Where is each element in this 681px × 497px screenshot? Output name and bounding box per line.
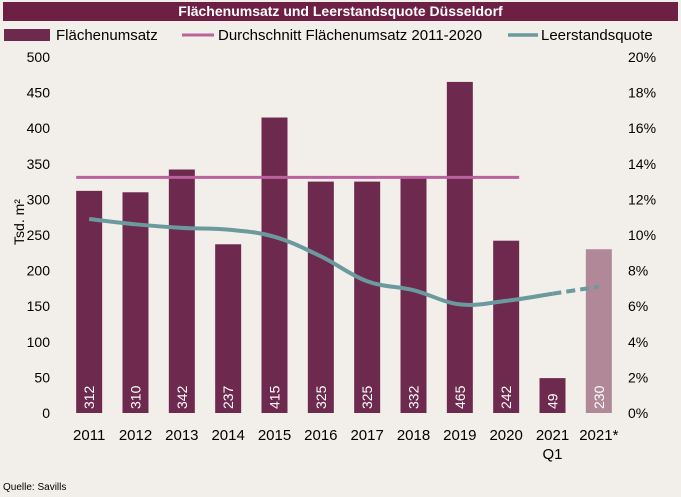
legend-swatch-flaechenumsatz <box>4 29 50 41</box>
y-tick-label: 50 <box>34 369 50 385</box>
y-tick-label: 450 <box>27 85 51 101</box>
y2-tick-label: 4% <box>628 334 648 350</box>
legend: Flächenumsatz Durchschnitt Flächenumsatz … <box>4 27 653 44</box>
lines <box>76 175 600 307</box>
bar-value-label: 242 <box>498 385 514 409</box>
y-tick-label: 250 <box>27 227 51 243</box>
x-tick-label: 2011 <box>73 427 105 444</box>
bar-value-label: 415 <box>267 385 283 409</box>
y-tick-label: 400 <box>27 120 51 136</box>
bar-2020 <box>493 240 520 413</box>
bar-value-label: 332 <box>406 385 422 409</box>
bar-value-label: 310 <box>128 385 144 409</box>
x-tick-label: 2021 <box>536 427 569 444</box>
x-tick-label: 2020 <box>489 427 522 444</box>
x-tick-label: 2019 <box>443 427 476 444</box>
y-tick-label: 300 <box>27 191 51 207</box>
x-tick-label: 2016 <box>304 427 337 444</box>
y2-tick-label: 2% <box>628 369 648 385</box>
bar-2012 <box>122 192 149 413</box>
y-tick-label: 200 <box>27 263 51 279</box>
x-tick-label: Q1 <box>542 446 562 463</box>
y2-tick-label: 16% <box>628 120 656 136</box>
bar-value-label: 312 <box>81 385 97 409</box>
y2-tick-label: 10% <box>628 227 656 243</box>
y-tick-label: 100 <box>27 334 51 350</box>
chart-title: Flächenumsatz und Leerstandsquote Düssel… <box>3 2 678 21</box>
bar-2017 <box>354 181 381 413</box>
x-tick-label: 2012 <box>119 427 152 444</box>
bar-value-label: 325 <box>313 385 329 409</box>
bar-2015 <box>261 117 288 414</box>
x-tick-label: 2013 <box>165 427 198 444</box>
legend-label-flaechenumsatz: Flächenumsatz <box>56 27 158 44</box>
y2-tick-label: 12% <box>628 191 656 207</box>
bars <box>76 81 612 414</box>
bar-value-label: 237 <box>220 385 236 409</box>
y-tick-label: 0 <box>42 405 50 421</box>
y-tick-label: 500 <box>27 49 51 65</box>
bar-2021- <box>585 249 612 413</box>
y2-tick-label: 0% <box>628 405 648 421</box>
bar-value-label: 325 <box>359 385 375 409</box>
axes: 0 50 100 150 200 250 300 350 400 450 500 0% 2% 4% 6% 8%… <box>11 49 656 463</box>
y-tick-label: 150 <box>27 298 51 314</box>
y2-tick-label: 6% <box>628 298 648 314</box>
x-tick-label: 2018 <box>397 427 430 444</box>
bar-2016 <box>307 181 334 413</box>
y2-tick-label: 14% <box>628 156 656 172</box>
bar-2021-q1 <box>539 378 566 413</box>
bar-2014 <box>215 244 242 413</box>
legend-label-leerstandsquote: Leerstandsquote <box>541 27 653 44</box>
source-note: Quelle: Savills <box>3 482 67 493</box>
bar-value-label: 230 <box>591 385 607 409</box>
x-tick-label: 2021* <box>579 427 618 444</box>
y-axis-title: Tsd. m² <box>11 199 27 245</box>
bar-labels: 312 310 342 237 415 325 325 332 465 242 49 230 <box>81 385 607 409</box>
x-tick-label: 2014 <box>211 427 244 444</box>
y2-tick-label: 8% <box>628 263 648 279</box>
bar-2013 <box>168 169 195 413</box>
x-tick-label: 2015 <box>258 427 291 444</box>
y2-tick-label: 18% <box>628 85 656 101</box>
bar-value-label: 465 <box>452 385 468 409</box>
vacancy-line-forecast <box>552 284 600 296</box>
bar-2019 <box>446 81 473 414</box>
x-tick-label: 2017 <box>350 427 383 444</box>
y2-tick-label: 20% <box>628 49 656 65</box>
legend-label-durchschnitt: Durchschnitt Flächenumsatz 2011-2020 <box>218 27 482 44</box>
bar-value-label: 342 <box>174 385 190 409</box>
bar-value-label: 49 <box>545 393 561 409</box>
bar-2011 <box>76 190 103 413</box>
y-tick-label: 350 <box>27 156 51 172</box>
vacancy-line <box>88 216 553 307</box>
